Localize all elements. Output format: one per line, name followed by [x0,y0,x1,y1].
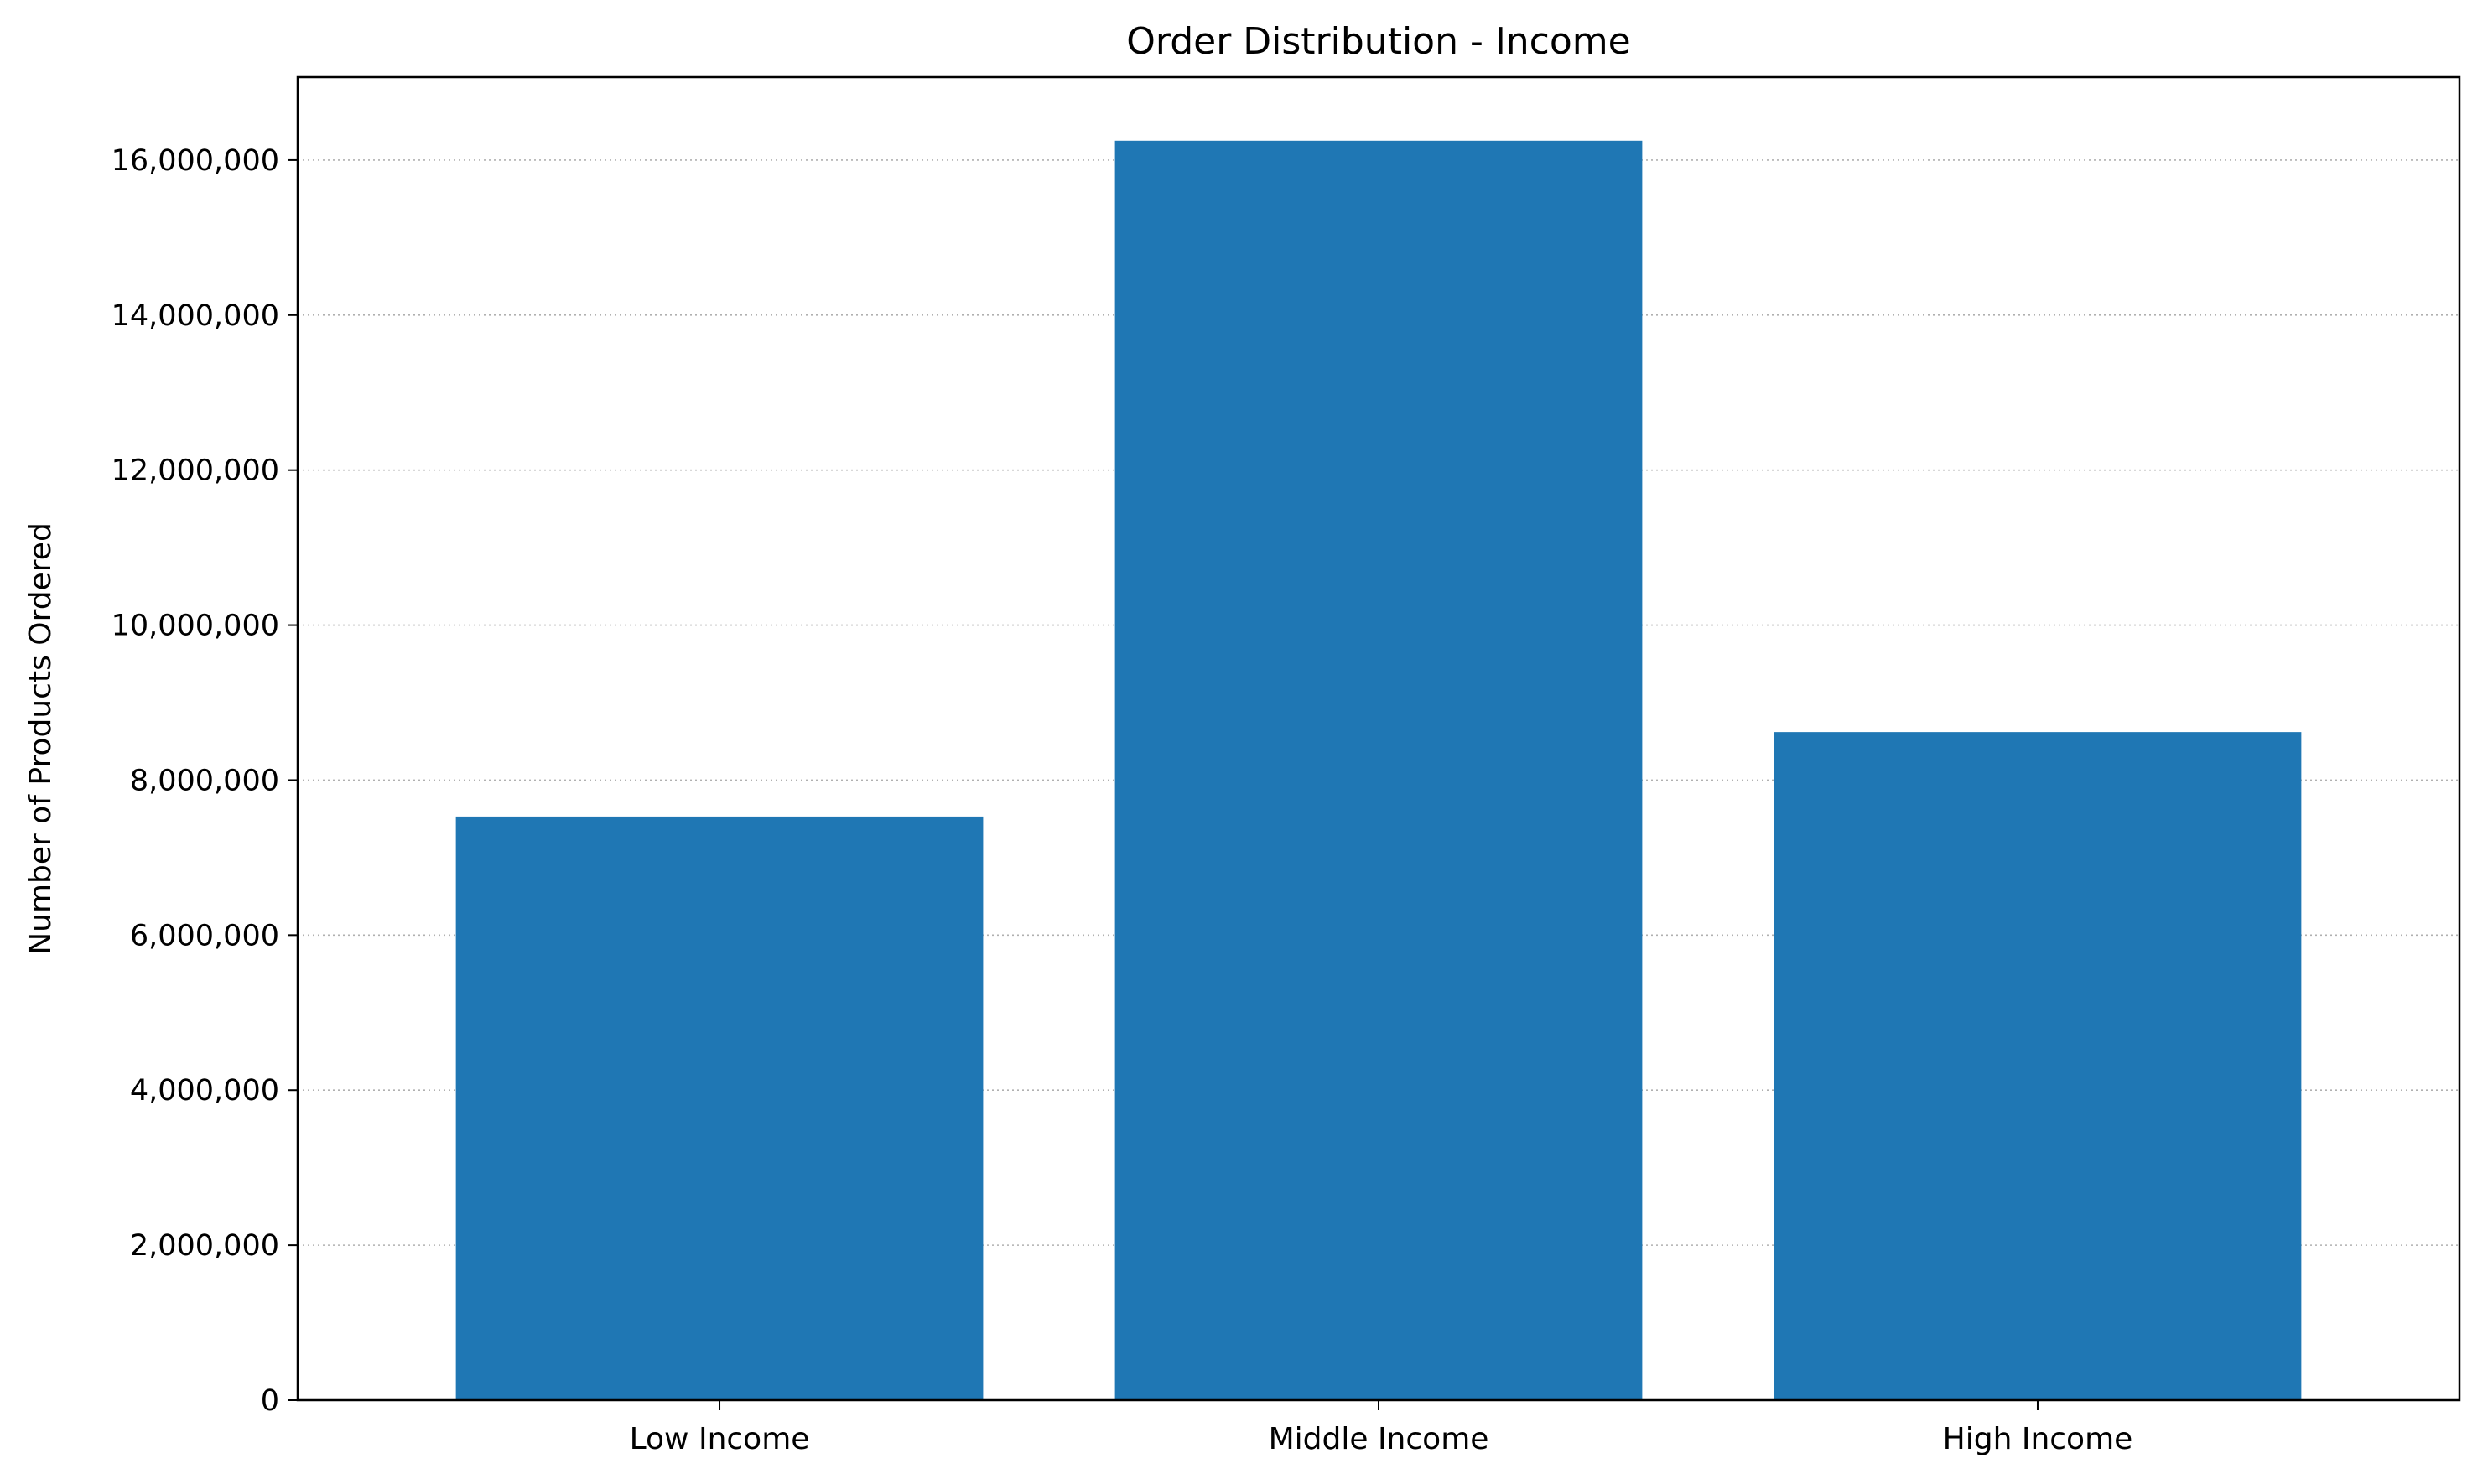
y-tick-label: 6,000,000 [130,919,279,952]
y-tick-label: 0 [261,1384,279,1418]
chart-title: Order Distribution - Income [1126,20,1630,63]
x-tick-label: Low Income [630,1422,810,1456]
y-tick-label: 4,000,000 [130,1074,279,1108]
bar-low-income [455,816,984,1400]
y-tick-label: 8,000,000 [130,764,279,797]
y-tick-label: 2,000,000 [130,1229,279,1263]
y-tick-label: 16,000,000 [112,144,279,178]
x-tick-label: Middle Income [1269,1422,1489,1456]
bar-high-income [1774,732,2302,1400]
y-tick-label: 10,000,000 [112,610,279,643]
bar-middle-income [1114,140,1643,1400]
bars [455,140,2302,1400]
y-axis-ticks: 0 2,000,000 4,000,000 6,000,000 8,000,000 10,… [112,144,298,1418]
y-tick-label: 14,000,000 [112,299,279,333]
y-tick-label: 12,000,000 [112,454,279,488]
x-tick-label: High Income [1943,1422,2133,1456]
x-axis-ticks: Low Income Middle Income High Income [630,1400,2133,1456]
y-axis-label: Number of Products Ordered [23,522,58,955]
